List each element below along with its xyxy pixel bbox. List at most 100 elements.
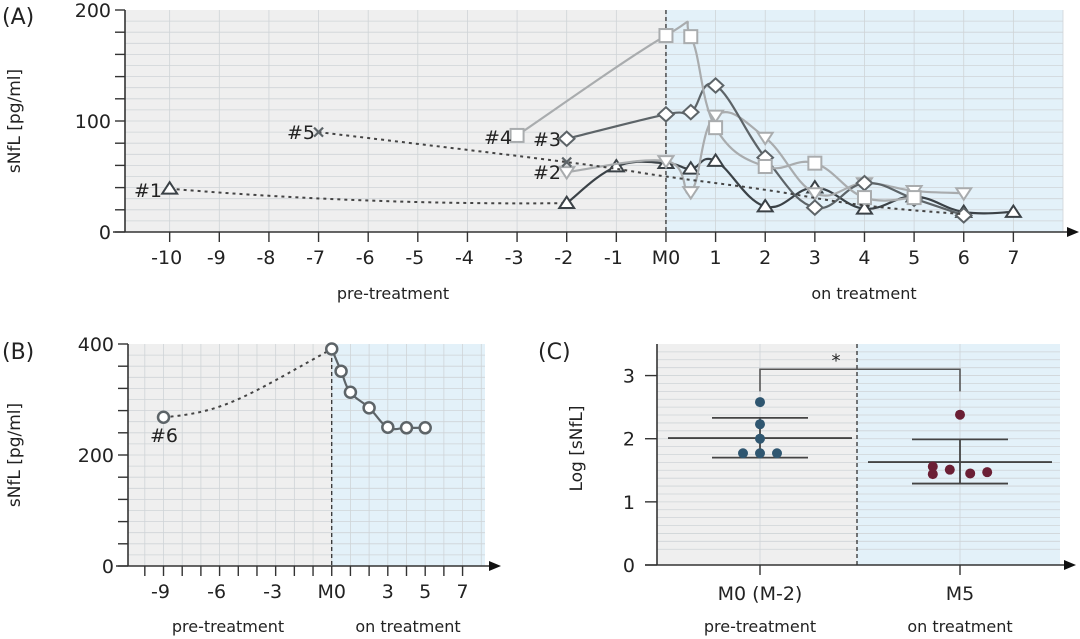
x-tick-label: 5 [419, 581, 431, 603]
series-label: #5 [287, 122, 315, 144]
x-tick-label: 6 [958, 247, 970, 269]
x-tick-label: -9 [151, 581, 170, 603]
data-point [927, 461, 938, 472]
x-tick-label: -10 [151, 247, 182, 269]
data-point [856, 190, 872, 206]
x-tick-label: 4 [858, 247, 870, 269]
panel-c: 0 1 2 3 M0 (M-2) pre-treatment M5 on treatment L… [538, 340, 1076, 636]
y-axis-label: sNfL [pg/ml] [5, 69, 25, 173]
data-point [982, 467, 993, 478]
x-tick-label: 3 [809, 247, 821, 269]
y-tick-label: 200 [75, 0, 111, 22]
y-tick-label: 200 [78, 445, 114, 467]
data-point [557, 194, 577, 210]
group-on [868, 409, 1052, 485]
series-label: #1 [134, 180, 162, 202]
y-axis-label: sNfL [pg/ml] [5, 403, 25, 507]
y-tick-label: 0 [102, 556, 114, 578]
x-tick-label: -8 [256, 247, 275, 269]
dotted-connector [318, 131, 964, 216]
data-point [1004, 203, 1023, 218]
data-point [160, 180, 179, 195]
y-tick-label: 0 [623, 555, 635, 577]
data-point [683, 29, 699, 45]
x-tick-label: -1 [604, 247, 623, 269]
data-point [944, 464, 955, 475]
data-point [706, 76, 725, 94]
x-tick-label: 3 [382, 581, 394, 603]
x-tick-label: 5 [908, 247, 920, 269]
x-tick-label: 1 [710, 247, 722, 269]
data-point [509, 127, 525, 143]
data-point [757, 159, 773, 175]
data-point [681, 103, 701, 121]
data-point [681, 186, 701, 201]
series-label: #2 [533, 162, 561, 184]
series-label: #3 [533, 129, 561, 151]
data-point [965, 468, 976, 479]
group-pre [668, 397, 852, 459]
panel-label: (C) [538, 340, 571, 365]
y-axis-label: Log [sNfL] [567, 405, 587, 491]
y-tick-label: 3 [623, 366, 635, 388]
data-point [807, 155, 823, 171]
data-point [772, 448, 782, 459]
data-point [658, 28, 674, 44]
x-axis-arrow-icon [489, 561, 501, 571]
data-point [955, 409, 965, 420]
category-sublabel: pre-treatment [704, 617, 816, 636]
series-label: #4 [484, 127, 512, 149]
panel-b: 0 200 400 -9 -6 -3 M0 3 5 7 pre-treatment on treatm… [2, 334, 501, 636]
x-axis-arrow-icon [1067, 227, 1079, 237]
y-tick-label: 0 [99, 222, 111, 244]
data-point [399, 421, 414, 435]
data-point [755, 448, 765, 459]
data-point [557, 130, 576, 148]
on-treatment-label: on treatment [811, 284, 916, 303]
data-point [755, 131, 775, 146]
x-tick-label: -5 [405, 247, 424, 269]
series-label: #6 [150, 425, 178, 447]
significance-marker: * [832, 350, 841, 371]
x-tick-label: -3 [263, 581, 282, 603]
data-point [755, 433, 765, 444]
panel-label: (B) [2, 340, 34, 365]
data-point [656, 155, 676, 170]
panel-a: 0 100 200 -10 -9 -8 -7 -6 -5 -4 -3 -2 -1 M0 1 2 3 4 5 6 7 pre… [2, 0, 1079, 303]
data-point [561, 156, 572, 168]
x-tick-label: -7 [306, 247, 325, 269]
data-point [855, 200, 874, 215]
data-point [755, 397, 765, 408]
data-point [343, 385, 358, 400]
series-5: #5 [287, 122, 964, 216]
panel-label: (A) [2, 5, 34, 30]
pre-treatment-label: pre-treatment [172, 617, 284, 636]
data-point [418, 421, 432, 435]
data-point [706, 152, 725, 167]
x-tick-label: 7 [457, 581, 469, 603]
data-point [706, 109, 725, 124]
data-point [156, 410, 171, 425]
data-point [755, 198, 775, 213]
category-sublabel: on treatment [907, 617, 1012, 636]
series-4: #4 [484, 20, 922, 206]
data-point [805, 187, 825, 202]
pre-treatment-label: pre-treatment [337, 284, 449, 303]
x-axis-arrow-icon [1064, 560, 1076, 570]
data-point [313, 126, 324, 138]
data-point [381, 420, 395, 434]
data-point [656, 105, 676, 123]
significance-bracket [759, 368, 961, 392]
x-tick-label: -6 [207, 581, 226, 603]
on-treatment-label: on treatment [355, 617, 460, 636]
category-label: M5 [946, 583, 974, 605]
data-point [681, 160, 701, 175]
data-point [906, 190, 922, 206]
data-point [334, 364, 348, 378]
data-point [927, 469, 938, 480]
x-tick-label: M0 [317, 581, 345, 603]
y-tick-label: 400 [78, 334, 114, 356]
data-point [708, 120, 724, 136]
x-tick-label: -6 [356, 247, 375, 269]
